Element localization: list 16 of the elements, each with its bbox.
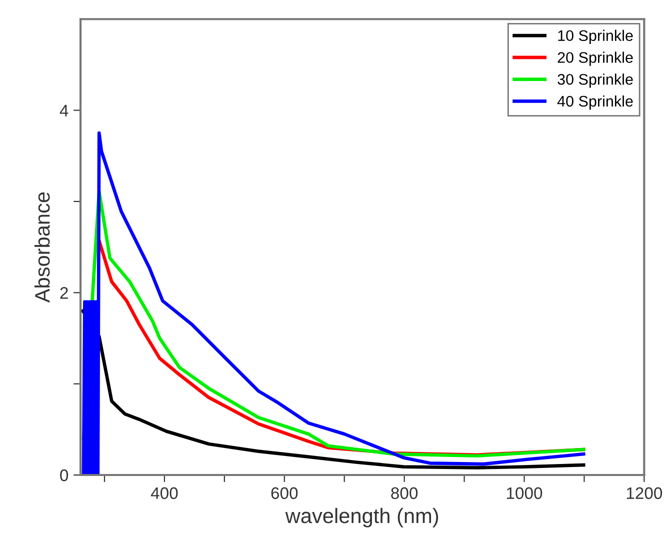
y-tick-label: 4 xyxy=(60,104,68,116)
legend-label: 10 Sprinkle xyxy=(558,30,633,44)
line-series xyxy=(81,309,586,470)
line-series xyxy=(82,131,586,476)
x-tick-label: 600 xyxy=(271,487,298,500)
y-axis-title: Absorbance xyxy=(34,192,50,303)
x-tick-label: 1000 xyxy=(506,487,542,500)
x-tick-label: 800 xyxy=(391,487,418,500)
legend-label: 20 Sprinkle xyxy=(558,52,633,66)
legend-label: 40 Sprinkle xyxy=(557,95,633,110)
x-axis-title: wavelength (nm) xyxy=(285,508,438,528)
legend-label: 30 Sprinkle xyxy=(558,74,633,88)
y-tick-label: 0 xyxy=(60,469,68,482)
x-tick-label: 1200 xyxy=(626,487,662,500)
y-tick-label: 2 xyxy=(60,287,68,299)
x-tick-label: 400 xyxy=(150,487,178,500)
